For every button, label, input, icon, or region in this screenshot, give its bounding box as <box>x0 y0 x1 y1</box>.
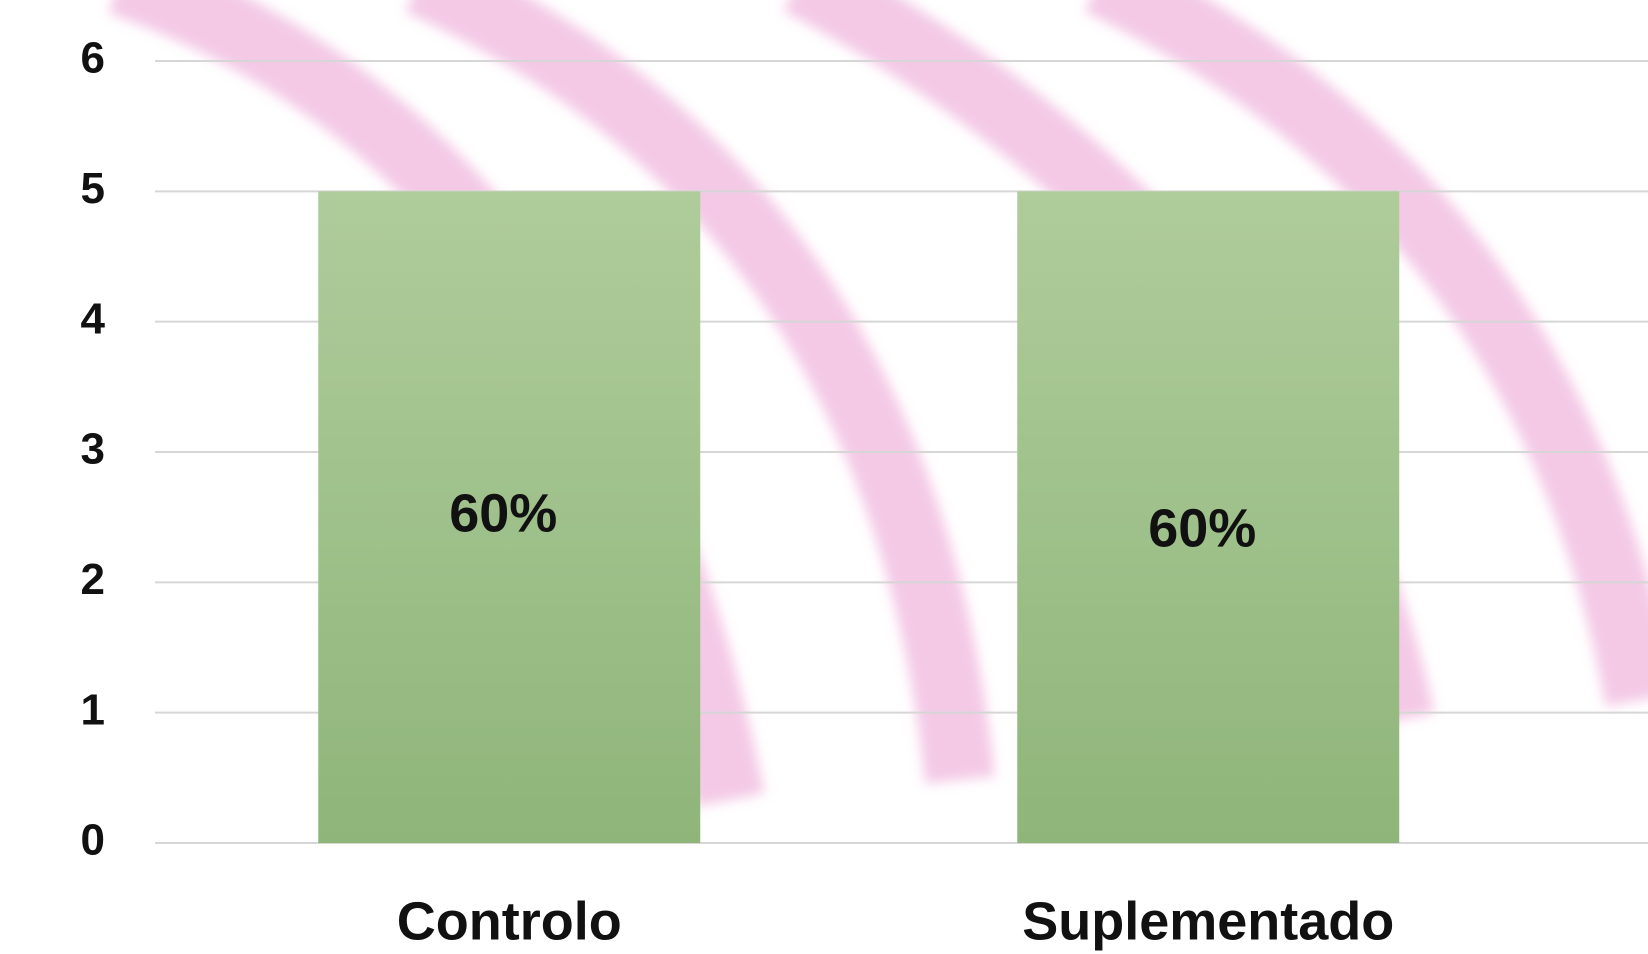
y-tick-label: 4 <box>81 294 106 343</box>
y-tick-label: 2 <box>81 555 105 604</box>
y-tick-label: 1 <box>81 685 105 734</box>
y-tick-label: 6 <box>81 34 105 83</box>
annotation: 60% <box>1148 498 1256 558</box>
y-tick-label: 3 <box>81 425 105 474</box>
chart: 0 1 2 3 4 5 6 Controlo 60% Suplementado 60% <box>0 0 1648 954</box>
y-tick-label: 0 <box>81 816 105 865</box>
x-tick-label: Suplementado <box>1022 891 1394 951</box>
x-tick-label: Controlo <box>397 891 622 951</box>
annotation: 60% <box>449 483 557 543</box>
y-tick-label: 5 <box>81 164 105 213</box>
